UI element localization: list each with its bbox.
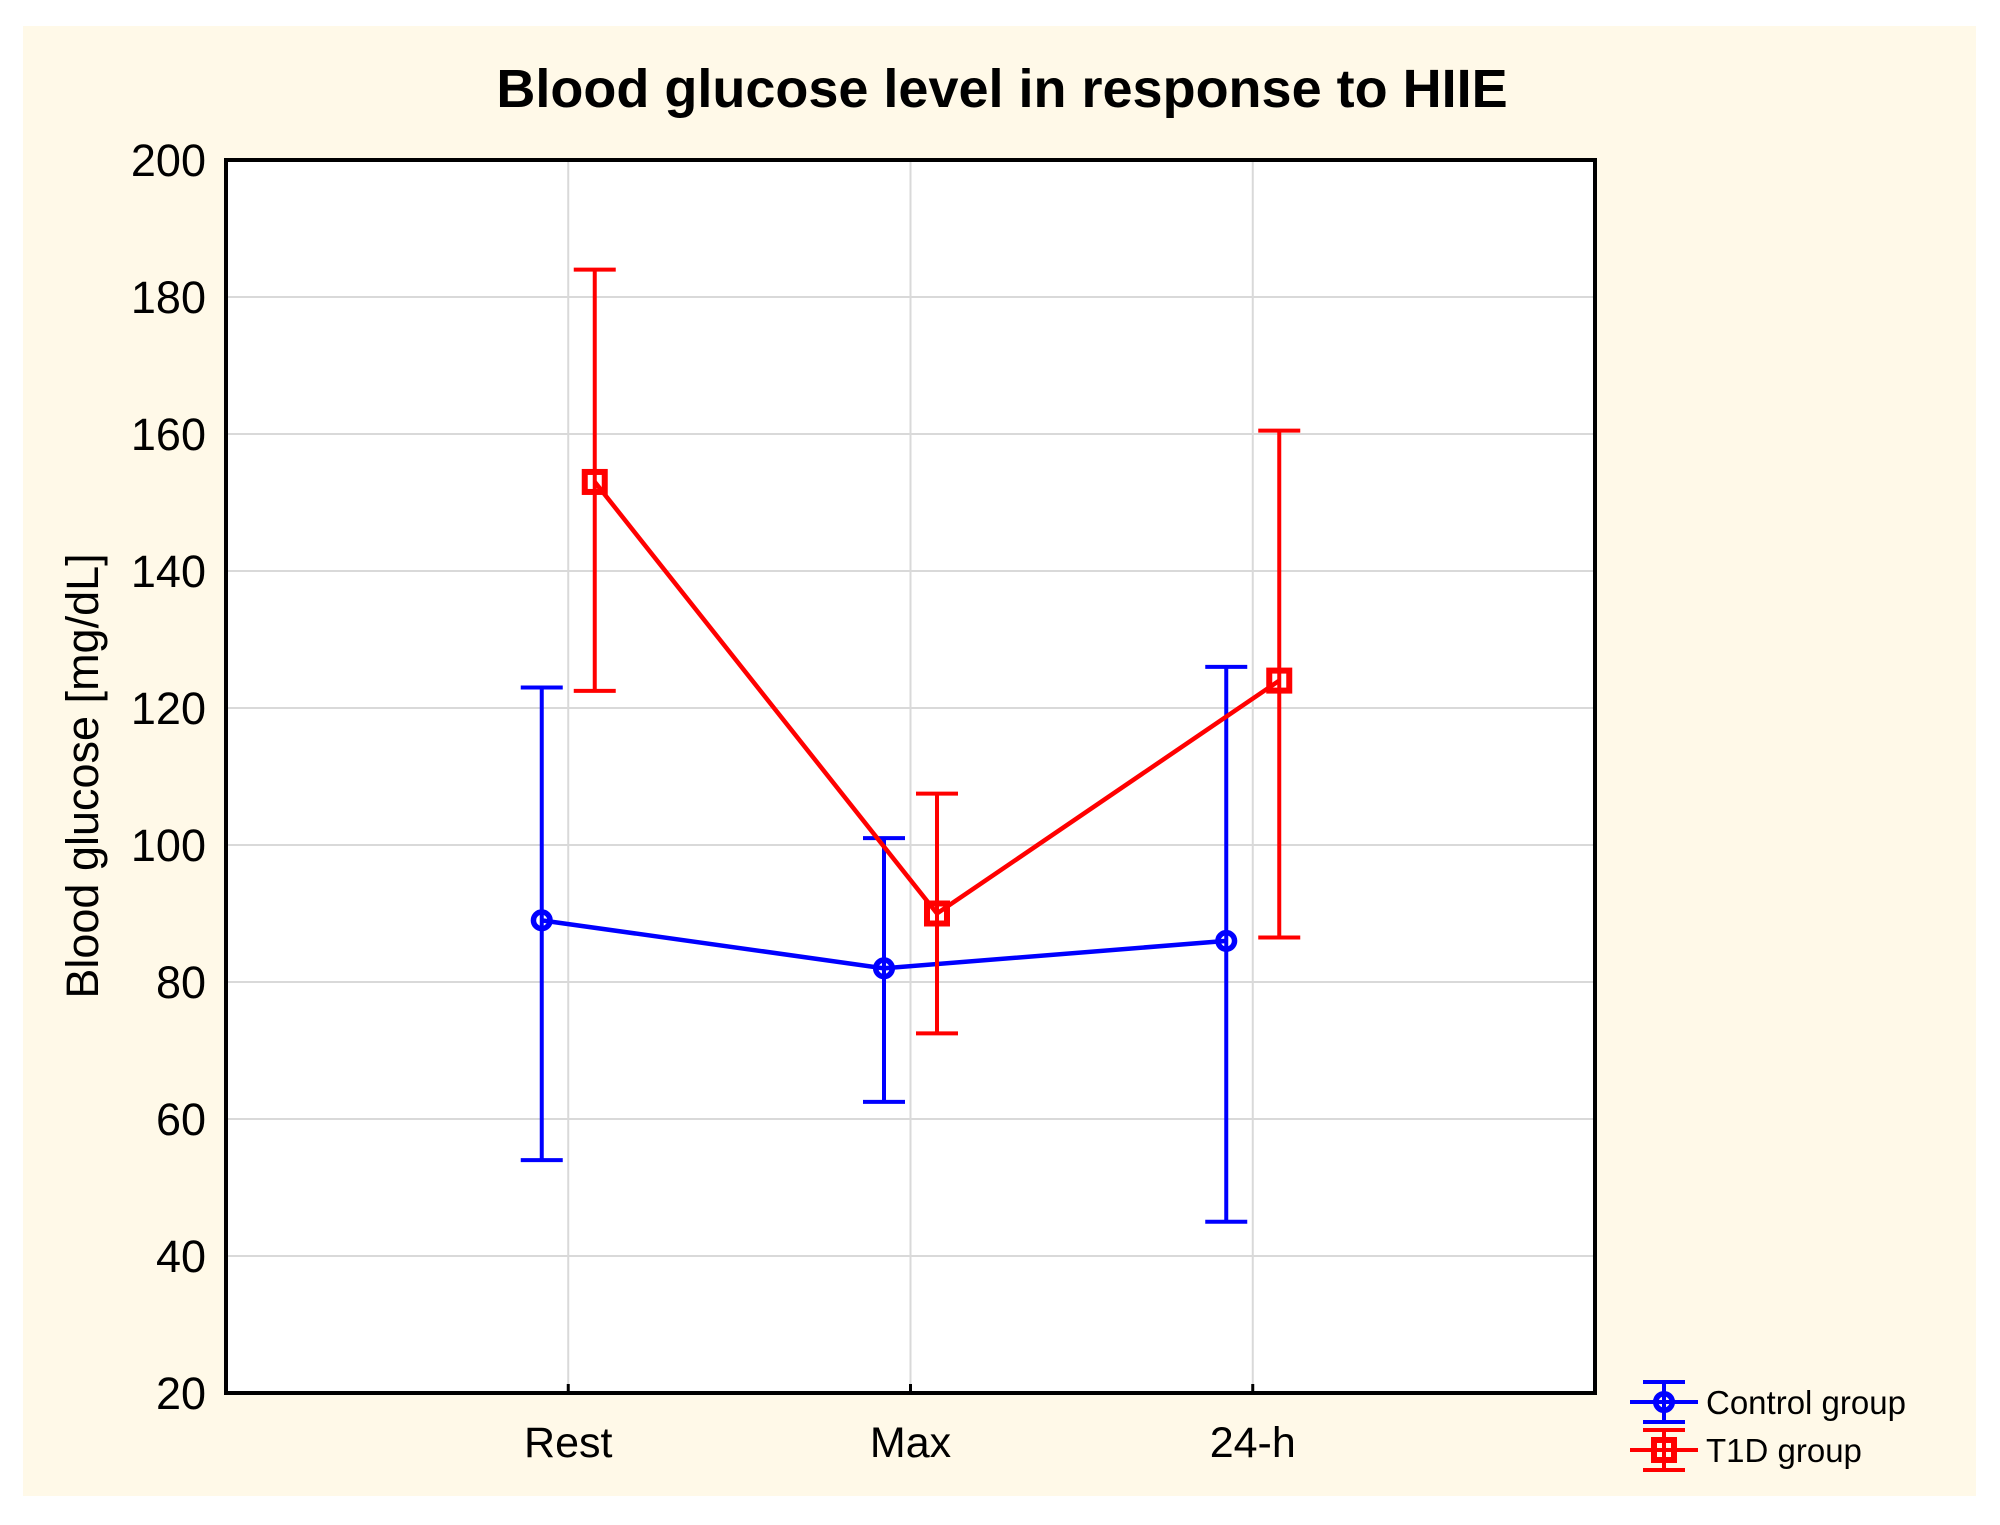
y-tick-label: 180 — [131, 272, 206, 323]
y-tick-label: 80 — [156, 957, 206, 1008]
y-tick-label: 100 — [131, 820, 206, 871]
gridlines — [226, 160, 1595, 1393]
y-tick-label: 40 — [156, 1231, 206, 1282]
data-series — [520, 267, 1301, 1224]
square-marker — [924, 900, 950, 927]
circle-marker — [1652, 1390, 1676, 1414]
series-control-group — [520, 664, 1248, 1224]
legend-glyph-control-group — [1630, 1380, 1698, 1424]
legend-glyphs — [1630, 1380, 1698, 1472]
x-tick-label: Rest — [524, 1419, 612, 1467]
circle-marker — [1215, 929, 1238, 952]
y-axis-tick-labels: 200 180 160 140 120 100 80 60 40 20 — [131, 135, 206, 1419]
series-line — [541, 918, 1227, 971]
square-marker — [1266, 667, 1293, 694]
chart-title: Blood glucose level in response to HIIE — [496, 59, 1507, 119]
legend-glyph-t1d-group — [1630, 1428, 1698, 1472]
series-line — [592, 480, 1281, 917]
y-tick-label: 20 — [156, 1368, 206, 1419]
y-axis-title: Blood glucose [mg/dL] — [57, 553, 108, 998]
y-tick-label: 140 — [131, 546, 206, 597]
circle-marker — [530, 909, 553, 932]
y-tick-label: 160 — [131, 409, 206, 460]
series-t1d-group — [573, 267, 1301, 1036]
plot-frame — [224, 158, 1597, 1395]
x-tick-label: 24-h — [1210, 1419, 1296, 1467]
x-tick-label: Max — [870, 1419, 952, 1467]
legend-label-control-group: Control group — [1706, 1384, 1906, 1421]
legend-label-t1d-group: T1D group — [1706, 1432, 1862, 1469]
square-marker — [581, 468, 608, 495]
legend: Control group T1D group — [1630, 1380, 1906, 1472]
x-axis-tick-labels: Rest Max 24-h — [524, 1419, 1296, 1467]
y-tick-label: 120 — [131, 683, 206, 734]
y-tick-label: 60 — [156, 1094, 206, 1145]
circle-marker — [872, 957, 896, 980]
square-marker — [1651, 1437, 1677, 1463]
y-tick-label: 200 — [131, 135, 206, 186]
